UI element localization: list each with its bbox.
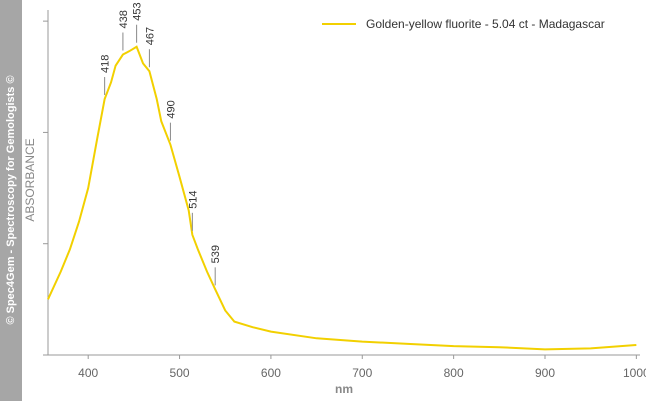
peak-label: 490 bbox=[165, 100, 177, 118]
x-tick-label: 400 bbox=[78, 366, 98, 380]
x-tick-label: 900 bbox=[535, 366, 555, 380]
peak-label: 514 bbox=[187, 190, 199, 208]
x-tick-label: 700 bbox=[352, 366, 372, 380]
peak-label: 467 bbox=[144, 27, 156, 45]
peak-label: 539 bbox=[210, 245, 222, 263]
x-tick-label: 1000 bbox=[623, 366, 646, 380]
peak-label: 453 bbox=[132, 2, 144, 20]
watermark: © Spec4Gem - Spectroscopy for Gemologist… bbox=[5, 75, 17, 324]
legend-label: Golden-yellow fluorite - 5.04 ct - Madag… bbox=[366, 17, 605, 31]
x-tick-label: 600 bbox=[261, 366, 281, 380]
spectrum-line bbox=[47, 45, 637, 351]
watermark-band bbox=[0, 0, 22, 401]
y-axis-label: ABSORBANCE bbox=[23, 138, 37, 221]
peak-label: 418 bbox=[100, 55, 112, 73]
x-tick-label: 500 bbox=[170, 366, 190, 380]
x-axis-label: nm bbox=[335, 382, 353, 396]
peak-label: 438 bbox=[118, 10, 130, 28]
x-tick-label: 800 bbox=[444, 366, 464, 380]
